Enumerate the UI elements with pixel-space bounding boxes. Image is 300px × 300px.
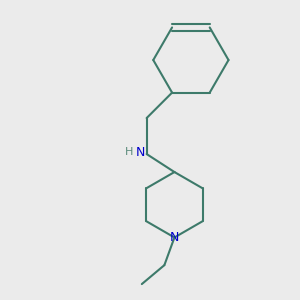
Text: N: N <box>136 146 146 159</box>
Text: N: N <box>170 231 179 244</box>
Text: H: H <box>124 147 133 158</box>
